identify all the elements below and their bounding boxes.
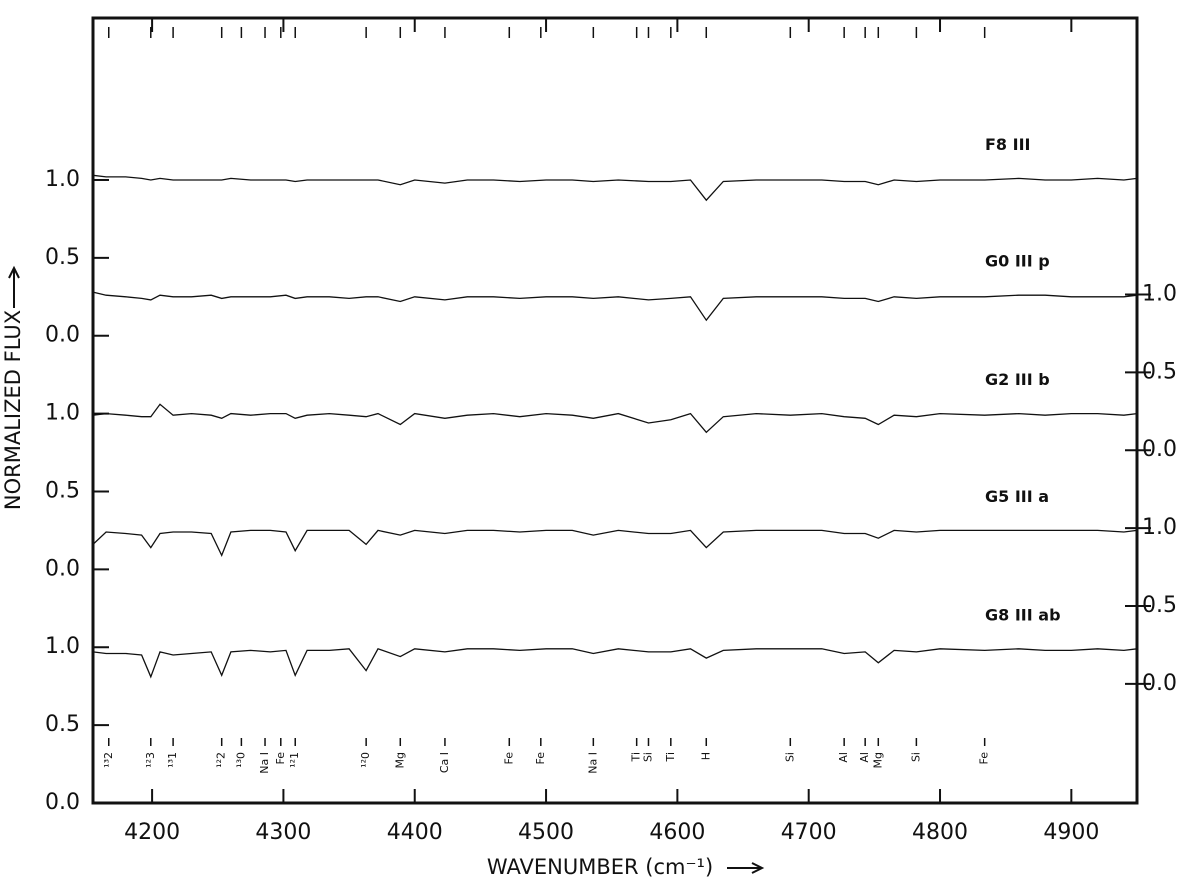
y-tick-label: 0.0: [45, 790, 80, 815]
x-axis-arrow: [727, 862, 765, 874]
line-id-label: Ti: [664, 752, 677, 762]
line-id-group: ¹²1: [288, 752, 301, 768]
line-id-group: Si: [909, 752, 922, 762]
line-id-group: ¹²0: [359, 752, 372, 768]
y-tick-label: 1.0: [45, 634, 80, 659]
series-label: G2 III b: [985, 370, 1050, 389]
y2-tick-label: 0.0: [1142, 671, 1177, 696]
x-tick-label: 4200: [124, 820, 180, 845]
series-label: F8 III: [985, 135, 1031, 154]
x-tick-label: 4600: [649, 820, 705, 845]
line-id-label: Si: [909, 752, 922, 762]
y-axis-arrow: [8, 265, 20, 308]
x-tick-label: 4400: [387, 820, 443, 845]
spectrum-line: [92, 648, 1138, 679]
line-id-group: ¹²2: [215, 752, 228, 768]
y-tick-label: 0.0: [45, 323, 80, 348]
spectrum-line: [92, 174, 1138, 202]
y-axis-label-group: NORMALIZED FLUX: [1, 265, 25, 510]
y-tick-label: 1.0: [45, 401, 80, 426]
y-tick-label: 0.5: [45, 245, 80, 270]
line-id-label: Ti: [630, 752, 643, 762]
x-tick-label: 4900: [1043, 820, 1099, 845]
series-label: G5 III a: [985, 487, 1049, 506]
line-id-label: ¹²1: [288, 752, 301, 768]
spectrum-line: [92, 529, 1138, 558]
line-id-label: Fe: [274, 752, 287, 765]
y2-tick-label: 1.0: [1142, 515, 1177, 540]
line-id-label: Si: [783, 752, 796, 762]
line-id-group: Mg: [871, 752, 884, 768]
y-tick-label: 0.0: [45, 556, 80, 581]
line-id-group: Si: [783, 752, 796, 762]
series-label: G0 III p: [985, 252, 1050, 271]
y-tick-label: 0.5: [45, 478, 80, 503]
line-id-label: Fe: [502, 752, 515, 765]
line-id-label: ¹³0: [234, 752, 247, 768]
line-id-label: ¹³1: [166, 752, 179, 768]
spectrum-line: [92, 403, 1138, 434]
line-id-group: Al: [837, 752, 850, 763]
line-id-label: Al: [837, 752, 850, 763]
line-id-group: Mg: [393, 752, 406, 768]
y2-tick-label: 0.5: [1142, 593, 1177, 618]
line-id-label: Ca I: [438, 752, 451, 773]
line-id-group: ¹³2: [102, 752, 115, 768]
line-id-group: Si: [641, 752, 654, 762]
line-id-group: ¹²3: [144, 752, 157, 768]
line-id-label: ¹³2: [102, 752, 115, 768]
line-id-group: Fe: [274, 752, 287, 765]
line-id-label: Na I: [586, 752, 599, 774]
line-id-group: Na I: [258, 752, 271, 774]
line-id-label: ¹²3: [144, 752, 157, 768]
x-tick-label: 4700: [781, 820, 837, 845]
line-id-group: Ca I: [438, 752, 451, 773]
line-id-label: Fe: [534, 752, 547, 765]
line-id-label: ¹²2: [215, 752, 228, 768]
line-id-label: Mg: [871, 752, 884, 768]
line-id-label: H: [699, 752, 712, 760]
x-axis-label: WAVENUMBER (cm⁻¹): [487, 855, 713, 879]
spectrum-line: [92, 291, 1138, 322]
x-tick-label: 4500: [518, 820, 574, 845]
line-id-group: Ti: [630, 752, 643, 762]
line-id-group: ¹³1: [166, 752, 179, 768]
line-id-label: Mg: [393, 752, 406, 768]
y-axis-label: NORMALIZED FLUX: [1, 310, 25, 510]
line-id-group: Na I: [586, 752, 599, 774]
y-tick-label: 0.5: [45, 712, 80, 737]
line-id-group: Ti: [664, 752, 677, 762]
series-label: G8 III ab: [985, 605, 1061, 624]
x-tick-label: 4800: [912, 820, 968, 845]
line-id-label: Si: [641, 752, 654, 762]
line-id-label: Al: [858, 752, 871, 763]
line-id-group: Fe: [502, 752, 515, 765]
y-tick-label: 1.0: [45, 167, 80, 192]
line-id-label: ¹²0: [359, 752, 372, 768]
line-id-group: Al: [858, 752, 871, 763]
line-id-label: Fe: [978, 752, 991, 765]
line-id-group: ¹³0: [234, 752, 247, 768]
y2-tick-label: 0.5: [1142, 359, 1177, 384]
y2-tick-label: 1.0: [1142, 281, 1177, 306]
plot-frame: [91, 16, 1139, 805]
y2-tick-label: 0.0: [1142, 437, 1177, 462]
x-tick-label: 4300: [255, 820, 311, 845]
line-id-group: Fe: [978, 752, 991, 765]
line-id-group: H: [699, 752, 712, 760]
line-id-label: Na I: [258, 752, 271, 774]
line-id-group: Fe: [534, 752, 547, 765]
